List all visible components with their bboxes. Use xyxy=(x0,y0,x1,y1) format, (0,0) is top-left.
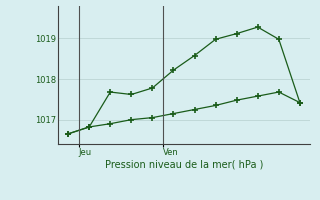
X-axis label: Pression niveau de la mer( hPa ): Pression niveau de la mer( hPa ) xyxy=(105,160,263,170)
